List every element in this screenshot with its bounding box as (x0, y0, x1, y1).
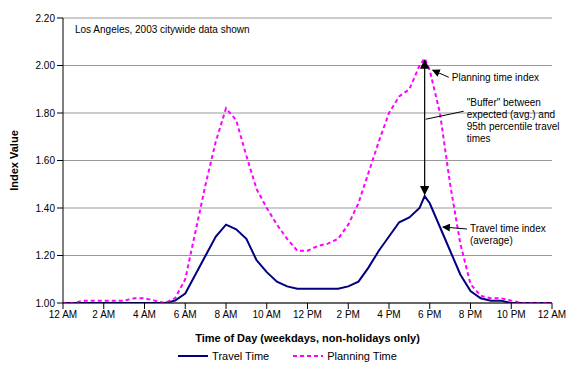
svg-text:6 PM: 6 PM (418, 309, 441, 320)
svg-text:12 AM: 12 AM (538, 309, 566, 320)
html-text:Planning time index: Planning time index (451, 72, 539, 84)
svg-text:6 AM: 6 AM (174, 309, 197, 320)
svg-text:2 AM: 2 AM (92, 309, 115, 320)
svg-text:10 AM: 10 AM (253, 309, 281, 320)
svg-text:1.60: 1.60 (36, 155, 56, 166)
html-text:Planning Time: Planning Time (327, 350, 397, 362)
svg-text:10 PM: 10 PM (497, 309, 526, 320)
svg-text:1.80: 1.80 (36, 108, 56, 119)
svg-text:8 AM: 8 AM (215, 309, 238, 320)
svg-text:2 PM: 2 PM (337, 309, 360, 320)
svg-text:Time of Day (weekdays, non-hol: Time of Day (weekdays, non-holidays only… (195, 332, 420, 344)
svg-text:2.20: 2.20 (36, 13, 56, 24)
svg-text:1.40: 1.40 (36, 203, 56, 214)
svg-text:12 AM: 12 AM (49, 309, 77, 320)
html-text:"Buffer" between expected (avg: "Buffer" between expected (avg.) and 95t… (466, 97, 560, 145)
svg-text:4 PM: 4 PM (377, 309, 400, 320)
html-text:Los Angeles, 2003 citywide dat: Los Angeles, 2003 citywide data shown (75, 24, 250, 35)
svg-text:1.00: 1.00 (36, 298, 56, 309)
svg-text:Index Value: Index Value (8, 130, 20, 191)
svg-text:2.00: 2.00 (36, 60, 56, 71)
svg-text:4 AM: 4 AM (133, 309, 156, 320)
html-text:Travel Time: Travel Time (212, 350, 270, 362)
svg-text:8 PM: 8 PM (459, 309, 482, 320)
html-text:Travel time index (average): Travel time index (average) (469, 223, 546, 246)
svg-text:12 PM: 12 PM (293, 309, 322, 320)
svg-text:1.20: 1.20 (36, 250, 56, 261)
